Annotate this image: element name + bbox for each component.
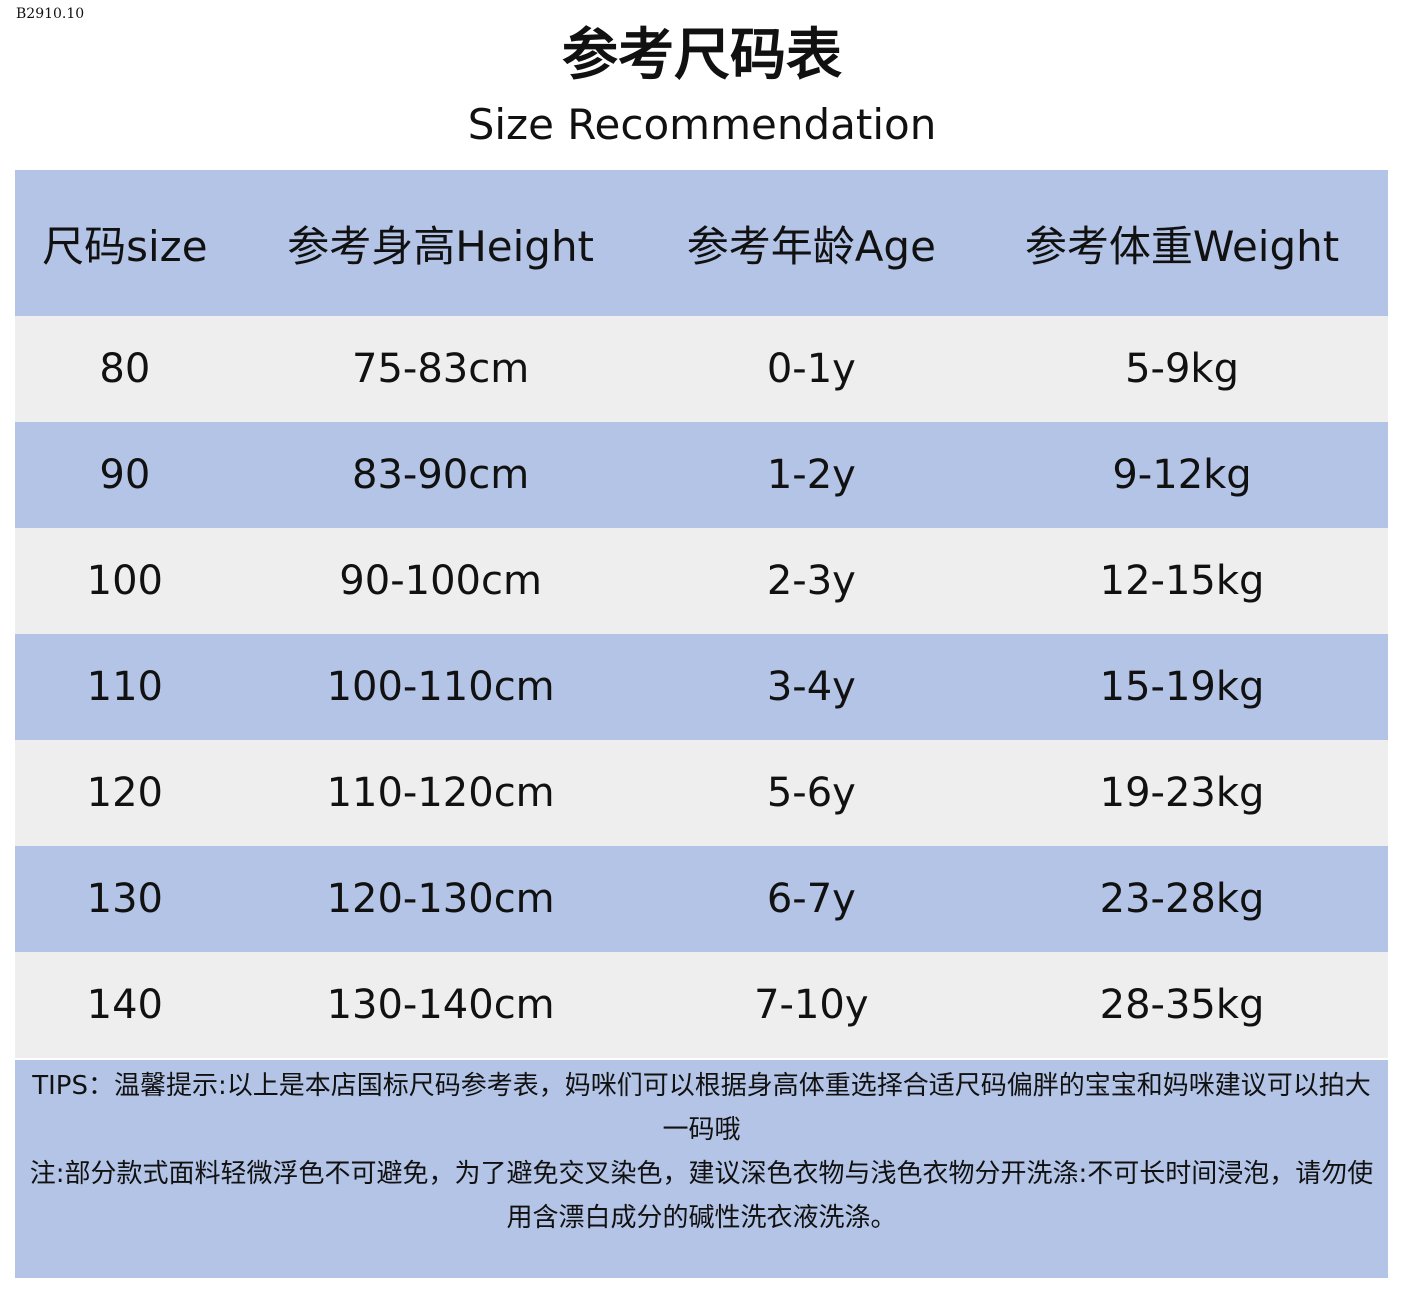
table-cell: 12-15kg bbox=[976, 528, 1388, 634]
table-cell: 15-19kg bbox=[976, 634, 1388, 740]
column-header: 尺码size bbox=[15, 170, 235, 316]
column-header: 参考体重Weight bbox=[976, 170, 1388, 316]
table-cell: 110-120cm bbox=[234, 740, 647, 846]
product-code: B2910.10 bbox=[16, 6, 85, 22]
table-cell: 19-23kg bbox=[976, 740, 1388, 846]
table-cell: 5-6y bbox=[646, 740, 977, 846]
note: 注:部分款式面料轻微浮色不可避免，为了避免交叉染色，建议深色衣物与浅色衣物分开洗… bbox=[29, 1159, 1374, 1233]
note: TIPS：温馨提示:以上是本店国标尺码参考表，妈咪们可以根据身高体重选择合适尺码… bbox=[32, 1071, 1371, 1145]
subtitle: Size Recommendation bbox=[467, 100, 937, 149]
table-cell: 130 bbox=[15, 846, 235, 952]
table-cell: 0-1y bbox=[646, 316, 977, 422]
table-cell: 5-9kg bbox=[976, 316, 1388, 422]
table-cell: 130-140cm bbox=[234, 952, 647, 1058]
table-cell: 1-2y bbox=[646, 422, 977, 528]
table-row: 140 130-140cm 7-10y 28-35kg bbox=[15, 952, 1388, 1058]
notes: TIPS：温馨提示:以上是本店国标尺码参考表，妈咪们可以根据身高体重选择合适尺码… bbox=[15, 1060, 1388, 1278]
table-cell: 120-130cm bbox=[234, 846, 647, 952]
table-cell: 23-28kg bbox=[976, 846, 1388, 952]
column-header: 参考身高Height bbox=[234, 170, 647, 316]
table-cell: 6-7y bbox=[646, 846, 977, 952]
column-header: 参考年龄Age bbox=[646, 170, 977, 316]
table-cell: 9-12kg bbox=[976, 422, 1388, 528]
table-cell: 90-100cm bbox=[234, 528, 647, 634]
table-cell: 140 bbox=[15, 952, 235, 1058]
table-row: 120 110-120cm 5-6y 19-23kg bbox=[15, 740, 1388, 846]
table-cell: 7-10y bbox=[646, 952, 977, 1058]
header-row: 尺码size 参考身高Height 参考年龄Age 参考体重Weight bbox=[15, 170, 1388, 316]
table-row: 80 75-83cm 0-1y 5-9kg bbox=[15, 316, 1388, 422]
table-cell: 75-83cm bbox=[234, 316, 647, 422]
table-cell: 90 bbox=[15, 422, 235, 528]
table-row: 90 83-90cm 1-2y 9-12kg bbox=[15, 422, 1388, 528]
table-cell: 100 bbox=[15, 528, 235, 634]
table-cell: 83-90cm bbox=[234, 422, 647, 528]
title: 参考尺码表 bbox=[562, 23, 842, 88]
table-cell: 110 bbox=[15, 634, 235, 740]
table-cell: 3-4y bbox=[646, 634, 977, 740]
table-row: 100 90-100cm 2-3y 12-15kg bbox=[15, 528, 1388, 634]
table-cell: 28-35kg bbox=[976, 952, 1388, 1058]
table-cell: 100-110cm bbox=[234, 634, 647, 740]
table-cell: 80 bbox=[15, 316, 235, 422]
table-cell: 120 bbox=[15, 740, 235, 846]
table-row: 130 120-130cm 6-7y 23-28kg bbox=[15, 846, 1388, 952]
table-row: 110 100-110cm 3-4y 15-19kg bbox=[15, 634, 1388, 740]
size-table: 尺码size 参考身高Height 参考年龄Age 参考体重Weight 80 75-83… bbox=[15, 170, 1388, 1058]
table-cell: 2-3y bbox=[646, 528, 977, 634]
